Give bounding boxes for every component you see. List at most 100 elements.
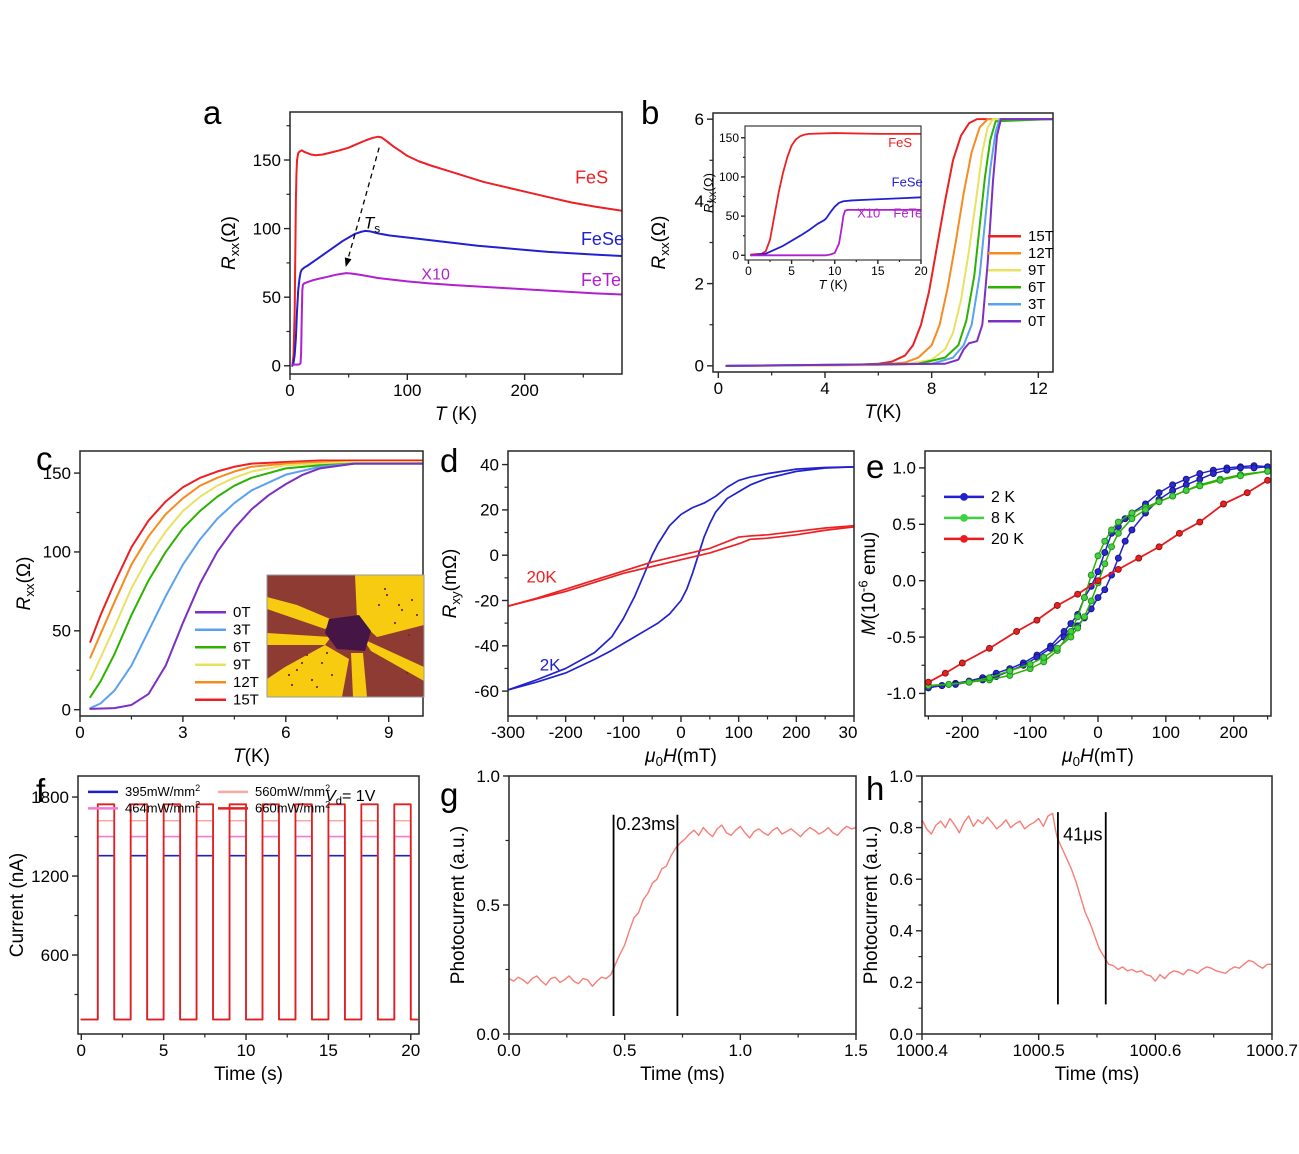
panel-e-marker xyxy=(1196,475,1204,483)
panel-a-series-area xyxy=(291,135,622,367)
panel-g-x-axis-title: Time (ms) xyxy=(640,1064,725,1085)
y-tick-label: -60 xyxy=(474,682,499,701)
panel-b-inset-x-axis: 0 5 10 15 20 xyxy=(745,260,928,278)
x-tick-label: 15 xyxy=(871,264,885,278)
panel-letter-f: f xyxy=(36,772,46,809)
panel-b-series-12t xyxy=(725,118,1053,367)
ts-arrow-line xyxy=(345,147,380,268)
panel-d-series-area xyxy=(508,466,854,691)
panel-e-marker xyxy=(1033,616,1041,624)
x-tick-label: -100 xyxy=(1013,723,1047,742)
x-tick-label: 30 xyxy=(839,723,858,742)
x-tick-label: 5 xyxy=(159,1041,168,1060)
panel-e-marker xyxy=(986,644,993,652)
legend-label: 6T xyxy=(233,639,251,656)
x-tick-label: 20 xyxy=(401,1041,420,1060)
x-tick-label: 200 xyxy=(1219,723,1247,742)
panel-e-marker xyxy=(1074,590,1082,598)
panel-letter-c: c xyxy=(36,440,53,477)
panel-c-series-9t xyxy=(89,461,423,681)
x-tick-label: -100 xyxy=(606,723,640,742)
x-tick-label: 200 xyxy=(510,381,538,400)
panel-e-marker xyxy=(1264,476,1271,484)
panel-e-marker xyxy=(1094,568,1102,576)
x-tick-label: 20 xyxy=(914,264,928,278)
panel-e-y-axis: -1.0 -0.5 0.0 0.5 1.0 xyxy=(887,459,925,703)
y-tick-label: 50 xyxy=(262,288,281,307)
x-tick-label: 12 xyxy=(1029,379,1048,398)
panel-e-marker xyxy=(1067,633,1075,641)
panel-a-frame xyxy=(289,111,623,375)
x-tick-label: 5 xyxy=(788,264,795,278)
panel-g-annotation: 0.23ms xyxy=(616,814,675,834)
panel-e-marker xyxy=(1094,594,1102,602)
y-tick-label: 1.0 xyxy=(889,767,913,786)
legend-label: 395mW/mm2 xyxy=(125,783,200,799)
x-tick-label: 0 xyxy=(285,381,294,400)
panel-e-marker xyxy=(1101,586,1109,594)
y-tick-label: 0.5 xyxy=(476,896,500,915)
y-tick-label: 0.6 xyxy=(889,870,913,889)
panel-letter-b: b xyxy=(641,94,659,131)
y-tick-label: -40 xyxy=(474,637,499,656)
panel-a-annotation: FeSe xyxy=(581,229,624,249)
panel-d-series-2k-down xyxy=(508,466,854,691)
panel-h: h 1000.4 1000.5 1000.6 1000.7 0.0 0.2 0.4 0.6 0.8… xyxy=(861,767,1298,1085)
panel-b-inset-y-axis-title: RXX(Ω) xyxy=(701,173,718,213)
x-tick-label: 8 xyxy=(927,379,936,398)
x-tick-label: 4 xyxy=(820,379,829,398)
panel-d-y-axis: -60 -40 -20 0 20 40 xyxy=(474,455,508,701)
legend-label: 660mW/mm2 xyxy=(255,799,330,815)
panel-a-y-axis: 0 50 100 150 xyxy=(253,125,290,376)
panel-e-marker xyxy=(965,678,973,686)
panel-h-series-photocurrent-fall xyxy=(922,812,1272,982)
panel-h-frame xyxy=(921,775,1273,1035)
panel-e-marker xyxy=(1094,552,1102,560)
legend-label: 9T xyxy=(233,657,251,674)
panel-e-marker xyxy=(1169,481,1177,489)
panel-c-series-6t xyxy=(89,462,423,699)
y-tick-label: 1200 xyxy=(31,867,69,886)
panel-c-series-12t xyxy=(89,461,423,659)
panel-c-series-area xyxy=(89,459,423,710)
legend-label: 0T xyxy=(233,604,251,621)
y-tick-label: 2 xyxy=(695,274,704,293)
panel-d-annotation: 2K xyxy=(540,656,561,675)
y-tick-label: 0.4 xyxy=(889,922,913,941)
panel-c-series-0t xyxy=(89,462,423,710)
panel-e-marker xyxy=(1223,466,1231,474)
panel-h-x-axis: 1000.4 1000.5 1000.6 1000.7 xyxy=(896,1034,1298,1060)
panel-f-series-395mw xyxy=(80,854,419,1021)
panel-e-marker xyxy=(1182,487,1190,494)
panel-e-marker xyxy=(1175,529,1183,537)
panel-a-x-axis-title: T (K) xyxy=(435,404,477,425)
x-tick-label: 1000.5 xyxy=(1013,1041,1065,1060)
y-tick-label: 20 xyxy=(480,501,499,520)
panel-d-x-axis: -300 -200 -100 0 100 200 30 xyxy=(491,716,857,742)
y-tick-label: 0 xyxy=(62,700,71,719)
panel-e-marker xyxy=(1135,554,1143,562)
x-tick-label: 9 xyxy=(384,723,393,742)
legend-label: 12T xyxy=(1028,245,1054,262)
panel-c-x-axis: 0 3 6 9 xyxy=(75,716,393,742)
x-tick-label: 0 xyxy=(77,1041,86,1060)
panel-b-inset: 0 5 10 15 20 0 50 100 150 T (K) RXX(Ω) FeS FeSe X10 Fe… xyxy=(701,125,928,292)
panel-e-marker xyxy=(1169,487,1177,494)
panel-e-marker xyxy=(958,659,966,667)
y-tick-label: 0.0 xyxy=(476,1025,500,1044)
panel-e-marker xyxy=(1026,660,1034,668)
legend-label: 0T xyxy=(1028,313,1046,330)
panel-a: a 0 100 200 0 50 100 150 T (K) Rxx(Ω) FeS FeSe FeTe X… xyxy=(203,94,624,425)
panel-f-series-464mw xyxy=(80,835,419,1021)
y-tick-label: 4 xyxy=(695,192,704,211)
panel-e-marker xyxy=(1101,560,1109,568)
panel-c-series-3t xyxy=(89,462,423,710)
panel-e-marker xyxy=(1101,549,1109,556)
electrode-shape-0 xyxy=(355,575,424,637)
panel-b-y-axis: 0 2 4 6 xyxy=(695,110,713,376)
panel-e-marker xyxy=(1108,543,1116,551)
y-tick-label: 6 xyxy=(695,110,704,129)
panel-e-marker xyxy=(1128,526,1136,534)
